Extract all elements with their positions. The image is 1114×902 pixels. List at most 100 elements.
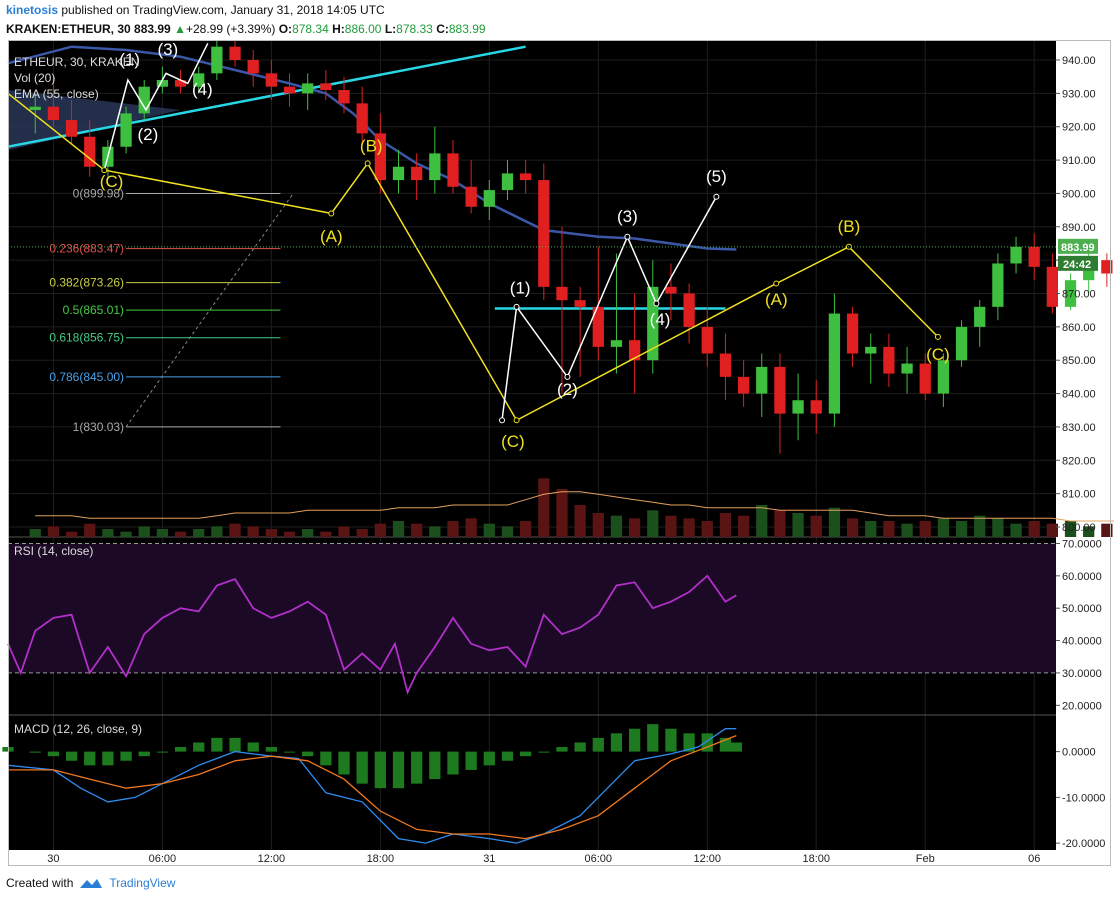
- price-tag-box: [1058, 238, 1098, 254]
- candle[interactable]: [701, 306, 713, 367]
- candle[interactable]: [138, 80, 150, 121]
- wave-point[interactable]: [364, 160, 371, 167]
- tradingview-link[interactable]: TradingView: [109, 876, 176, 890]
- candle[interactable]: [574, 286, 586, 377]
- candle[interactable]: [1046, 253, 1058, 314]
- macd-histogram-bar: [320, 751, 332, 766]
- wave-point[interactable]: [513, 303, 520, 310]
- candle[interactable]: [846, 306, 859, 367]
- candle[interactable]: [665, 263, 677, 321]
- candle[interactable]: [810, 380, 822, 434]
- username[interactable]: kinetosis: [6, 3, 59, 17]
- candle[interactable]: [919, 353, 931, 401]
- candle[interactable]: [538, 163, 550, 301]
- time-axis-label: 12:00: [694, 853, 722, 865]
- candle[interactable]: [756, 353, 768, 417]
- candle[interactable]: [229, 40, 241, 67]
- candle[interactable]: [265, 60, 277, 101]
- wave-point[interactable]: [499, 417, 506, 424]
- candle[interactable]: [211, 40, 223, 81]
- candle[interactable]: [647, 260, 659, 374]
- candle[interactable]: [501, 160, 514, 201]
- candle[interactable]: [283, 73, 296, 107]
- candle[interactable]: [465, 160, 477, 214]
- wave-point[interactable]: [773, 280, 780, 287]
- candle[interactable]: [974, 300, 986, 347]
- macd-histogram-bar: [120, 751, 132, 761]
- candle[interactable]: [719, 333, 732, 401]
- wave-point[interactable]: [934, 333, 941, 340]
- volume-bar: [683, 518, 695, 537]
- high-label: H:: [332, 22, 345, 36]
- legend-ema: EMA (55, close): [14, 87, 99, 101]
- legend-rsi: RSI (14, close): [14, 544, 93, 558]
- wave-point[interactable]: [624, 233, 631, 240]
- candle-body: [302, 83, 314, 94]
- candle[interactable]: [302, 73, 314, 111]
- candle[interactable]: [1010, 236, 1022, 274]
- candle[interactable]: [737, 360, 750, 407]
- candle[interactable]: [483, 180, 495, 221]
- candle[interactable]: [429, 126, 441, 194]
- wave-point[interactable]: [653, 300, 660, 307]
- candle[interactable]: [120, 106, 132, 154]
- candle[interactable]: [683, 283, 695, 344]
- candle[interactable]: [774, 353, 786, 454]
- candle[interactable]: [883, 333, 895, 387]
- time-axis-label: 31: [483, 853, 495, 865]
- candle[interactable]: [65, 100, 78, 144]
- candle[interactable]: [556, 226, 568, 394]
- candle[interactable]: [520, 160, 532, 194]
- price-axis-label: 800.00: [1062, 522, 1096, 534]
- candle[interactable]: [320, 70, 332, 101]
- candle[interactable]: [955, 320, 968, 367]
- wave-point[interactable]: [328, 210, 335, 217]
- candle[interactable]: [84, 120, 96, 177]
- chart-border: [8, 40, 1111, 866]
- candle[interactable]: [628, 293, 641, 394]
- candle[interactable]: [356, 86, 368, 144]
- candle[interactable]: [193, 66, 205, 94]
- candle[interactable]: [411, 153, 423, 201]
- candle[interactable]: [392, 150, 405, 194]
- candle[interactable]: [338, 76, 350, 114]
- candle[interactable]: [247, 50, 259, 87]
- candle[interactable]: [828, 293, 841, 427]
- candle[interactable]: [447, 140, 459, 194]
- time-axis-label: Feb: [916, 853, 935, 865]
- candle-body: [683, 293, 695, 327]
- fib-level-label: 0(899.98): [73, 187, 124, 201]
- candle[interactable]: [1028, 233, 1040, 281]
- footer: Created with TradingView: [6, 876, 175, 890]
- rsi-line: [7, 574, 737, 695]
- candle[interactable]: [174, 70, 187, 94]
- close-label: C:: [436, 22, 449, 36]
- volume-bar: [992, 518, 1004, 537]
- macd-histogram-bar: [592, 737, 604, 752]
- volume-bar: [84, 523, 96, 537]
- wave-point[interactable]: [564, 373, 571, 380]
- rsi-pane: RSI (14, close) 70.0000 60.0000 50.0000 40.0…: [7, 538, 1102, 712]
- candle[interactable]: [992, 253, 1004, 321]
- candle[interactable]: [374, 113, 386, 194]
- wave-label: (5): [706, 167, 727, 186]
- candle[interactable]: [792, 373, 804, 441]
- volume-bar: [592, 513, 604, 537]
- price-axis-label: 930.00: [1062, 88, 1096, 100]
- candle[interactable]: [610, 253, 623, 374]
- candle[interactable]: [1101, 253, 1113, 287]
- candle[interactable]: [937, 353, 950, 407]
- candle[interactable]: [865, 333, 877, 384]
- wave-point[interactable]: [101, 167, 108, 174]
- chart-canvas[interactable]: 0(899.98) 0.236(883.47) 0.382(873.26) 0.5(8…: [0, 40, 1114, 866]
- macd-histogram-bar: [628, 728, 641, 752]
- macd-pane: MACD (12, 26, close, 9) 0.0000 -10.0000 -20…: [2, 722, 1105, 850]
- wave-point[interactable]: [713, 193, 720, 200]
- wave-point[interactable]: [513, 417, 520, 424]
- candle[interactable]: [29, 93, 41, 134]
- volume-bar: [556, 489, 568, 537]
- candle[interactable]: [1064, 273, 1077, 311]
- candle[interactable]: [901, 346, 913, 394]
- candle[interactable]: [47, 76, 60, 127]
- price-axis-label: 830.00: [1062, 422, 1096, 434]
